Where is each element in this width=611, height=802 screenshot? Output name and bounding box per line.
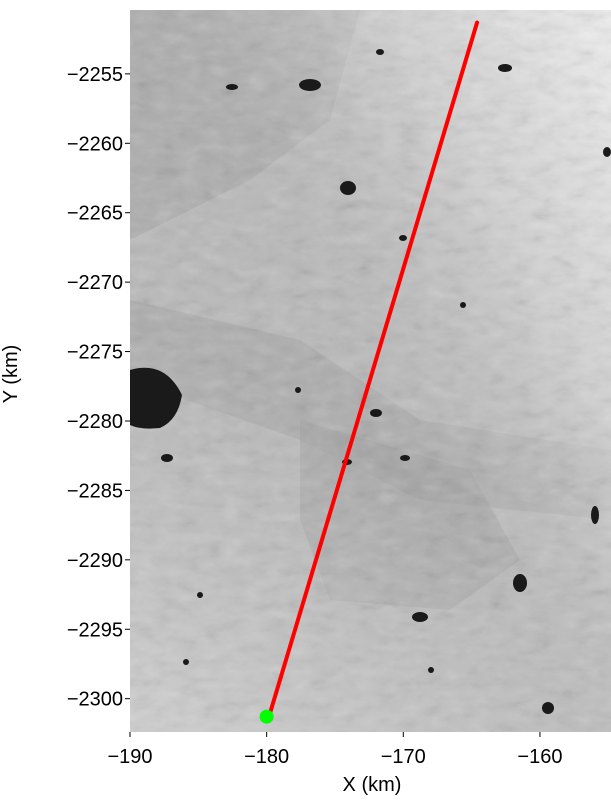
x-tick-label: −160: [517, 746, 562, 768]
y-tick-label: −2295: [67, 619, 123, 641]
y-tick-label: −2280: [67, 411, 123, 433]
y-tick-label: −2290: [67, 550, 123, 572]
y-tick-label: −2275: [67, 342, 123, 364]
y-axis-ticks: −2255 −2260 −2265 −2270 −2275 −2280 −2285 −2290…: [67, 64, 130, 711]
y-tick-label: −2300: [67, 689, 123, 711]
x-tick-label: −180: [244, 746, 289, 768]
x-axis-ticks: −190 −180 −170 −160: [107, 732, 562, 768]
satellite-image: [130, 10, 611, 732]
x-tick-label: −170: [381, 746, 426, 768]
y-tick-label: −2260: [67, 133, 123, 155]
x-tick-label: −190: [107, 746, 152, 768]
y-tick-label: −2270: [67, 272, 123, 294]
lake-features: [130, 49, 611, 714]
y-tick-label: −2255: [67, 64, 123, 86]
x-axis-label: X (km): [343, 774, 402, 796]
y-tick-label: −2265: [67, 203, 123, 225]
data-layer: [259, 20, 480, 724]
y-tick-label: −2285: [67, 480, 123, 502]
profile-line: [267, 20, 480, 718]
start-point-marker: [259, 709, 274, 724]
y-axis-label: Y (km): [0, 345, 22, 404]
